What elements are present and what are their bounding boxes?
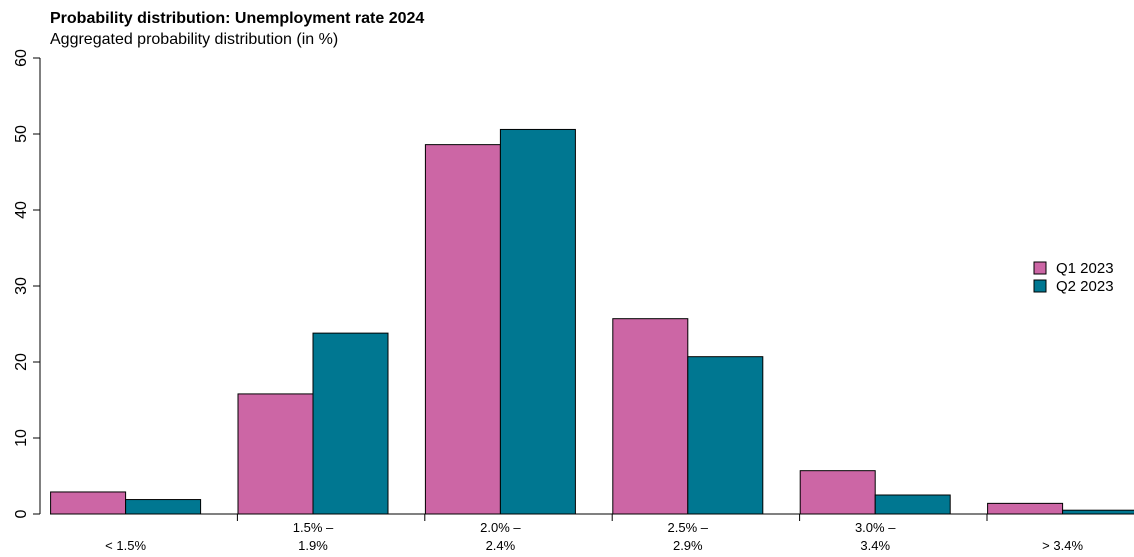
legend-swatch [1033, 261, 1047, 275]
y-tick-label: 30 [13, 277, 30, 295]
legend-label: Q2 2023 [1056, 278, 1114, 295]
x-category-label: 1.9% [298, 538, 328, 553]
bars [50, 128, 1134, 515]
y-tick-label: 40 [13, 201, 30, 219]
y-axis: 0 10 20 30 40 50 60 [13, 49, 41, 518]
bar [312, 332, 389, 515]
x-axis: < 1.5% 1.5% – 1.9% 2.0% – 2.4% 2.5% – 2.9% 3.0%… [50, 513, 1134, 553]
bar [799, 470, 876, 515]
bar [987, 502, 1064, 515]
x-category-label: 2.4% [486, 538, 516, 553]
bar [874, 494, 951, 515]
y-tick-label: 0 [13, 509, 30, 518]
y-tick-label: 50 [13, 125, 30, 143]
bar [499, 128, 576, 515]
bar [237, 393, 314, 515]
legend-label: Q1 2023 [1056, 260, 1114, 277]
bar [125, 499, 202, 515]
bar [424, 144, 501, 515]
bar [1062, 509, 1134, 515]
chart-subtitle: Aggregated probability distribution (in … [50, 31, 338, 48]
x-category-label: 2.0% – [480, 520, 521, 535]
chart-title: Probability distribution: Unemployment r… [50, 10, 424, 27]
x-category-label: 1.5% – [293, 520, 334, 535]
y-tick-label: 10 [13, 429, 30, 447]
x-category-label: 3.4% [860, 538, 890, 553]
bar [687, 356, 764, 515]
x-category-label: 2.5% – [668, 520, 709, 535]
bar [612, 318, 689, 515]
x-category-label: 2.9% [673, 538, 703, 553]
legend-swatch [1033, 279, 1047, 293]
x-category-label: < 1.5% [105, 538, 146, 553]
x-category-label: > 3.4% [1042, 538, 1083, 553]
y-tick-label: 60 [13, 49, 30, 67]
y-tick-label: 20 [13, 353, 30, 371]
bar [50, 491, 127, 515]
x-category-label: 3.0% – [855, 520, 896, 535]
